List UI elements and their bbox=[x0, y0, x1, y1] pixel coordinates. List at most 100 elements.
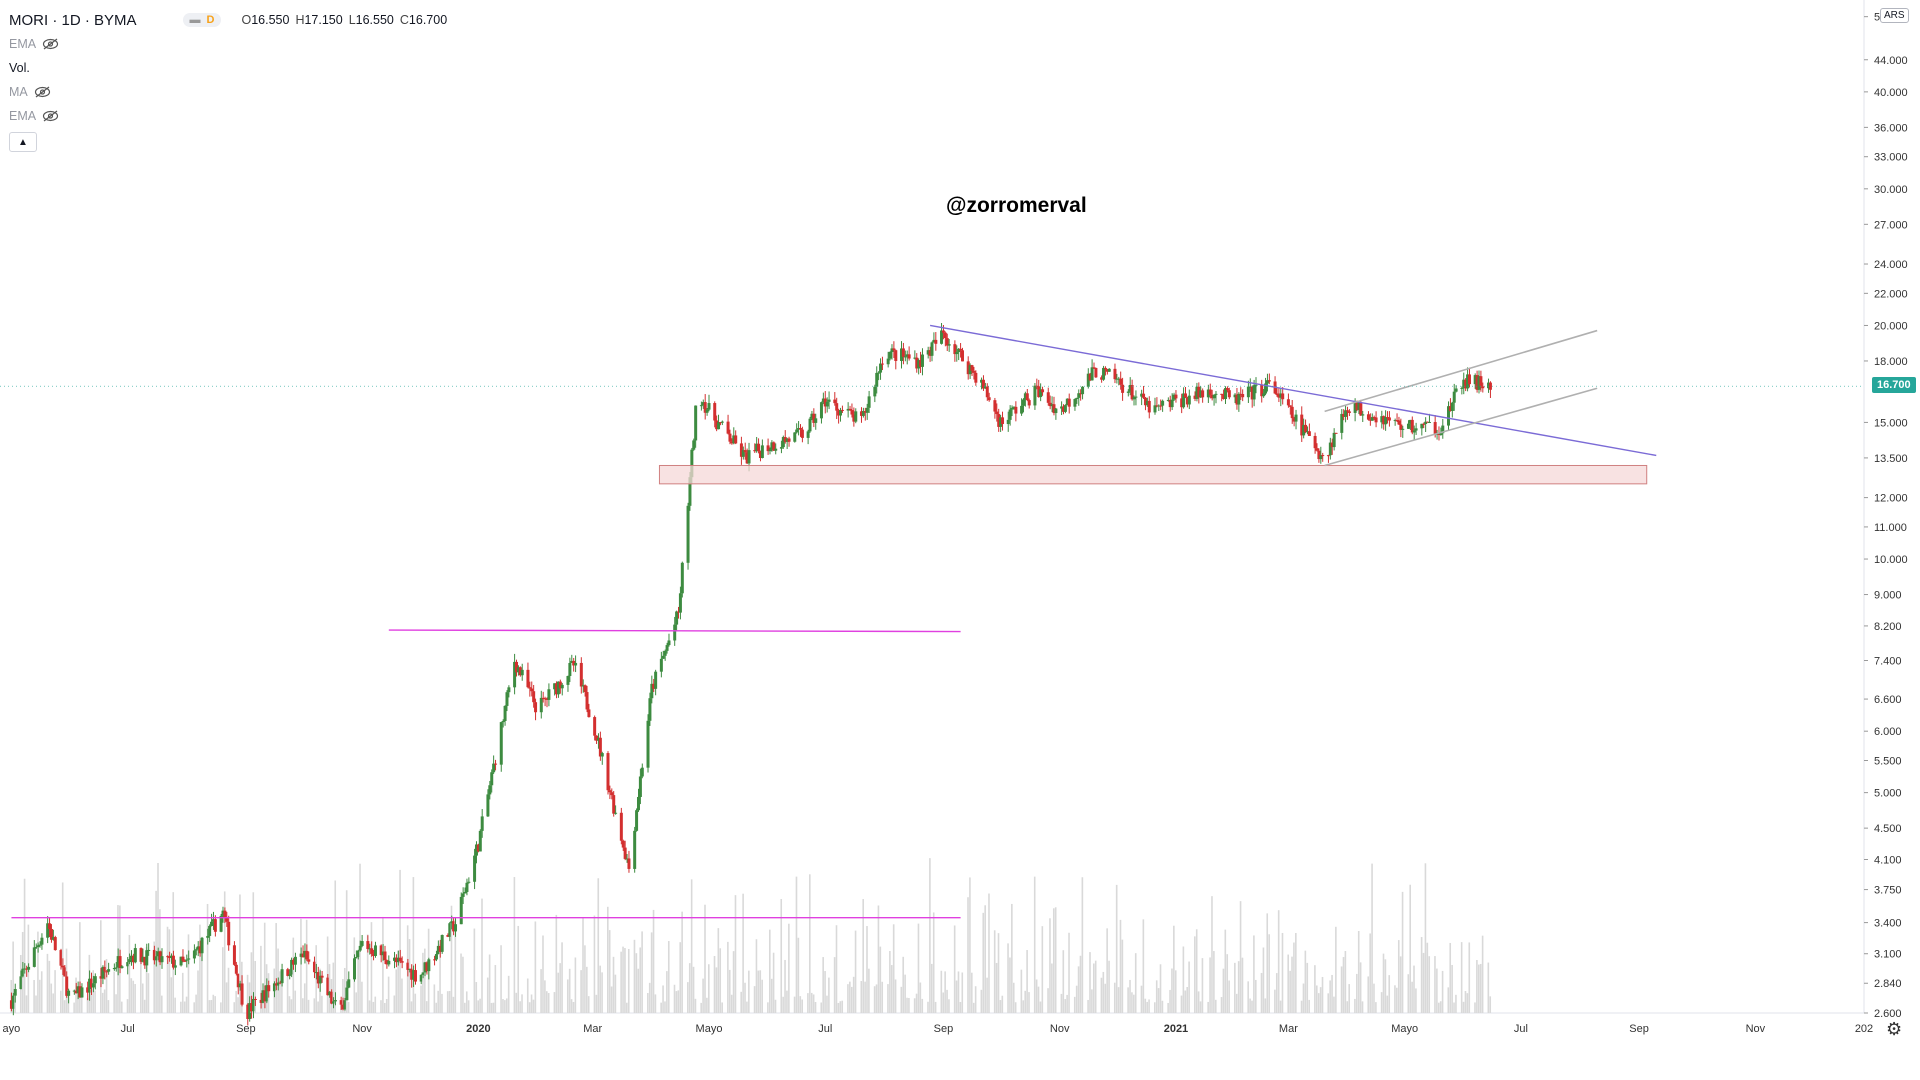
volume-bar bbox=[1314, 965, 1316, 1013]
candle-body bbox=[705, 409, 709, 413]
candle-body bbox=[1050, 404, 1054, 407]
candle-body bbox=[505, 692, 509, 706]
last-price-label: 16.700 bbox=[1872, 377, 1916, 394]
candle-body bbox=[747, 450, 751, 464]
volume-bar bbox=[201, 941, 203, 1013]
indicator-ema-1[interactable]: EMA bbox=[9, 32, 447, 56]
volume-bar bbox=[868, 968, 870, 1013]
volume-bar bbox=[553, 992, 556, 1013]
candle-body bbox=[972, 370, 976, 373]
volume-bar bbox=[772, 952, 775, 1013]
candle-body bbox=[358, 945, 362, 951]
volume-bar bbox=[233, 1002, 236, 1013]
chart-legend: MORI · 1D · BYMA ▬ D O16.550 H17.150 L16… bbox=[9, 8, 447, 152]
gear-icon[interactable]: ⚙ bbox=[1886, 1019, 1903, 1039]
candle-body bbox=[1475, 375, 1479, 390]
volume-bar bbox=[654, 994, 657, 1013]
y-tick-label: 36.000 bbox=[1874, 122, 1908, 134]
candle-body bbox=[757, 443, 761, 452]
volume-bar bbox=[727, 941, 729, 1013]
volume-bar bbox=[715, 967, 718, 1013]
volume-bar bbox=[1001, 995, 1004, 1013]
candle-body bbox=[1452, 391, 1456, 403]
candle-body bbox=[49, 928, 53, 940]
volume-bar bbox=[79, 922, 81, 1013]
volume-bar bbox=[784, 959, 786, 1013]
volume-bar bbox=[1251, 1000, 1253, 1013]
volume-bar bbox=[1020, 969, 1023, 1013]
volume-bar bbox=[1077, 966, 1080, 1013]
volume-bar bbox=[1064, 999, 1067, 1013]
candle-body bbox=[131, 955, 135, 963]
candle-body bbox=[99, 976, 103, 979]
candle-body bbox=[372, 953, 376, 956]
volume-bar bbox=[481, 898, 483, 1013]
collapse-legend-button[interactable]: ▲ bbox=[9, 132, 37, 152]
indicator-ma[interactable]: MA bbox=[9, 80, 447, 104]
candle-body bbox=[888, 351, 892, 359]
candle-body bbox=[1168, 399, 1172, 408]
candle-body bbox=[25, 968, 29, 970]
y-tick-label: 8.200 bbox=[1874, 621, 1902, 633]
x-tick-label: Nov bbox=[1050, 1023, 1070, 1035]
volume-bar bbox=[530, 994, 533, 1013]
volume-bar bbox=[170, 977, 173, 1013]
volume-bar bbox=[343, 967, 346, 1013]
channel-lower-line bbox=[1324, 387, 1598, 467]
candle-body bbox=[900, 348, 904, 361]
indicator-label: EMA bbox=[9, 109, 37, 123]
volume-bar bbox=[420, 985, 422, 1013]
volume-bar bbox=[490, 1002, 493, 1013]
eye-hidden-icon[interactable] bbox=[42, 110, 59, 122]
candle-body bbox=[312, 961, 316, 973]
volume-bar bbox=[997, 933, 1000, 1013]
volume-bar bbox=[1127, 987, 1129, 1013]
volume-bar bbox=[1009, 957, 1011, 1013]
interval-badge[interactable]: ▬ D bbox=[182, 13, 222, 27]
candle-body bbox=[1412, 430, 1416, 433]
volume-bar bbox=[115, 994, 117, 1013]
candle-body bbox=[1462, 379, 1466, 388]
volume-bar bbox=[555, 914, 558, 1013]
volume-bar bbox=[637, 968, 640, 1013]
indicator-volume[interactable]: Vol. bbox=[9, 56, 447, 80]
indicator-ema-2[interactable]: EMA bbox=[9, 104, 447, 128]
volume-bar bbox=[1209, 957, 1211, 1013]
eye-hidden-icon[interactable] bbox=[34, 86, 51, 98]
volume-bar bbox=[1340, 966, 1343, 1013]
volume-bar bbox=[677, 990, 680, 1013]
volume-bar bbox=[620, 951, 622, 1013]
candle-body bbox=[486, 794, 490, 817]
symbol-title[interactable]: MORI · 1D · BYMA bbox=[9, 11, 137, 29]
volume-bar bbox=[1047, 988, 1049, 1013]
volume-bar bbox=[40, 971, 43, 1013]
volume-bar bbox=[1167, 1002, 1169, 1013]
volume-bar bbox=[1382, 953, 1385, 1013]
currency-badge[interactable]: ARS bbox=[1880, 8, 1909, 23]
candle-body bbox=[1033, 385, 1037, 406]
volume-bar bbox=[197, 970, 199, 1013]
candle-body bbox=[930, 342, 934, 356]
candle-body bbox=[1081, 386, 1085, 395]
volume-bar bbox=[1315, 985, 1318, 1013]
volume-bar bbox=[702, 978, 704, 1013]
candle-body bbox=[492, 763, 496, 773]
candle-body bbox=[478, 830, 482, 852]
candle-body bbox=[1426, 421, 1430, 423]
eye-hidden-icon[interactable] bbox=[42, 38, 59, 50]
volume-bar bbox=[1289, 970, 1291, 1013]
volume-bar bbox=[63, 1000, 66, 1013]
candle-body bbox=[1100, 377, 1104, 380]
candle-body bbox=[570, 660, 574, 663]
candle-body bbox=[638, 776, 642, 797]
volume-bar bbox=[648, 982, 651, 1013]
volume-bar bbox=[46, 953, 49, 1013]
volume-bar bbox=[890, 965, 893, 1013]
candle-body bbox=[387, 960, 391, 965]
volume-bar bbox=[822, 957, 824, 1013]
volume-bar bbox=[1306, 962, 1309, 1013]
volume-bar bbox=[887, 984, 889, 1013]
candle-body bbox=[785, 438, 789, 442]
